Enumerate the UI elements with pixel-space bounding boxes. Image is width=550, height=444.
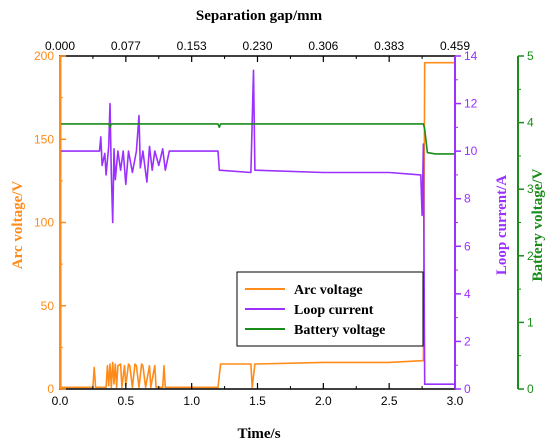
x-tick-label: 3.0: [447, 394, 464, 408]
top-tick-label: 0.383: [374, 39, 404, 53]
right1-y-axis-title: Loop current/A: [494, 175, 510, 275]
right2-y-axis-title: Battery voltage/V: [530, 168, 546, 281]
right1-tick-label: 4: [464, 287, 471, 301]
legend-label-arc-voltage: Arc voltage: [294, 283, 363, 298]
right1-tick-label: 12: [464, 97, 478, 111]
top-axis-title: Separation gap/mm: [196, 8, 323, 24]
x-tick-label: 1.5: [249, 394, 266, 408]
right2-tick-label: 3: [527, 182, 534, 196]
x-tick-label: 0.5: [117, 394, 134, 408]
left-tick-label: 100: [34, 216, 54, 230]
legend-label-battery-voltage: Battery voltage: [294, 323, 385, 338]
right2-tick-label: 1: [527, 315, 534, 329]
left-tick-label: 0: [47, 382, 54, 396]
right2-tick-label: 4: [527, 116, 534, 130]
top-tick-label: 0.000: [45, 39, 75, 53]
left-y-axis-title: Arc voltage/V: [10, 181, 26, 270]
x-tick-label: 1.0: [183, 394, 200, 408]
plot-layer: [59, 55, 455, 389]
legend-label-loop-current: Loop current: [294, 303, 374, 318]
left-tick-label: 200: [34, 49, 54, 63]
top-tick-label: 0.459: [440, 39, 470, 53]
series-line-battery-voltage: [60, 123, 455, 155]
left-tick-label: 150: [34, 132, 54, 146]
series-line-loop-current: [60, 69, 455, 386]
series-line-arc-voltage: [59, 55, 455, 389]
right1-tick-label: 2: [464, 334, 471, 348]
top-tick-label: 0.153: [177, 39, 207, 53]
right2-tick-label: 2: [527, 249, 534, 263]
x-axis-title: Time/s: [237, 426, 280, 442]
right2-tick-label: 5: [527, 49, 534, 63]
x-tick-label: 2.0: [315, 394, 332, 408]
x-tick-label: 2.5: [381, 394, 398, 408]
axes-layer: 0.0 0.5 1.0 1.5 2.0 2.5 3.0 0.000 0.077 0.153 0.23…: [34, 39, 534, 408]
left-tick-label: 50: [41, 299, 55, 313]
right1-tick-label: 8: [464, 192, 471, 206]
right2-tick-label: 0: [527, 382, 534, 396]
right1-tick-label: 10: [464, 144, 478, 158]
right1-tick-label: 14: [464, 49, 478, 63]
right1-tick-label: 0: [464, 382, 471, 396]
x-tick-label: 0.0: [52, 394, 69, 408]
top-tick-label: 0.077: [111, 39, 141, 53]
top-tick-label: 0.306: [308, 39, 338, 53]
top-tick-label: 0.230: [242, 39, 272, 53]
legend: Arc voltage Loop current Battery voltage: [236, 271, 424, 347]
right1-tick-label: 6: [464, 239, 471, 253]
